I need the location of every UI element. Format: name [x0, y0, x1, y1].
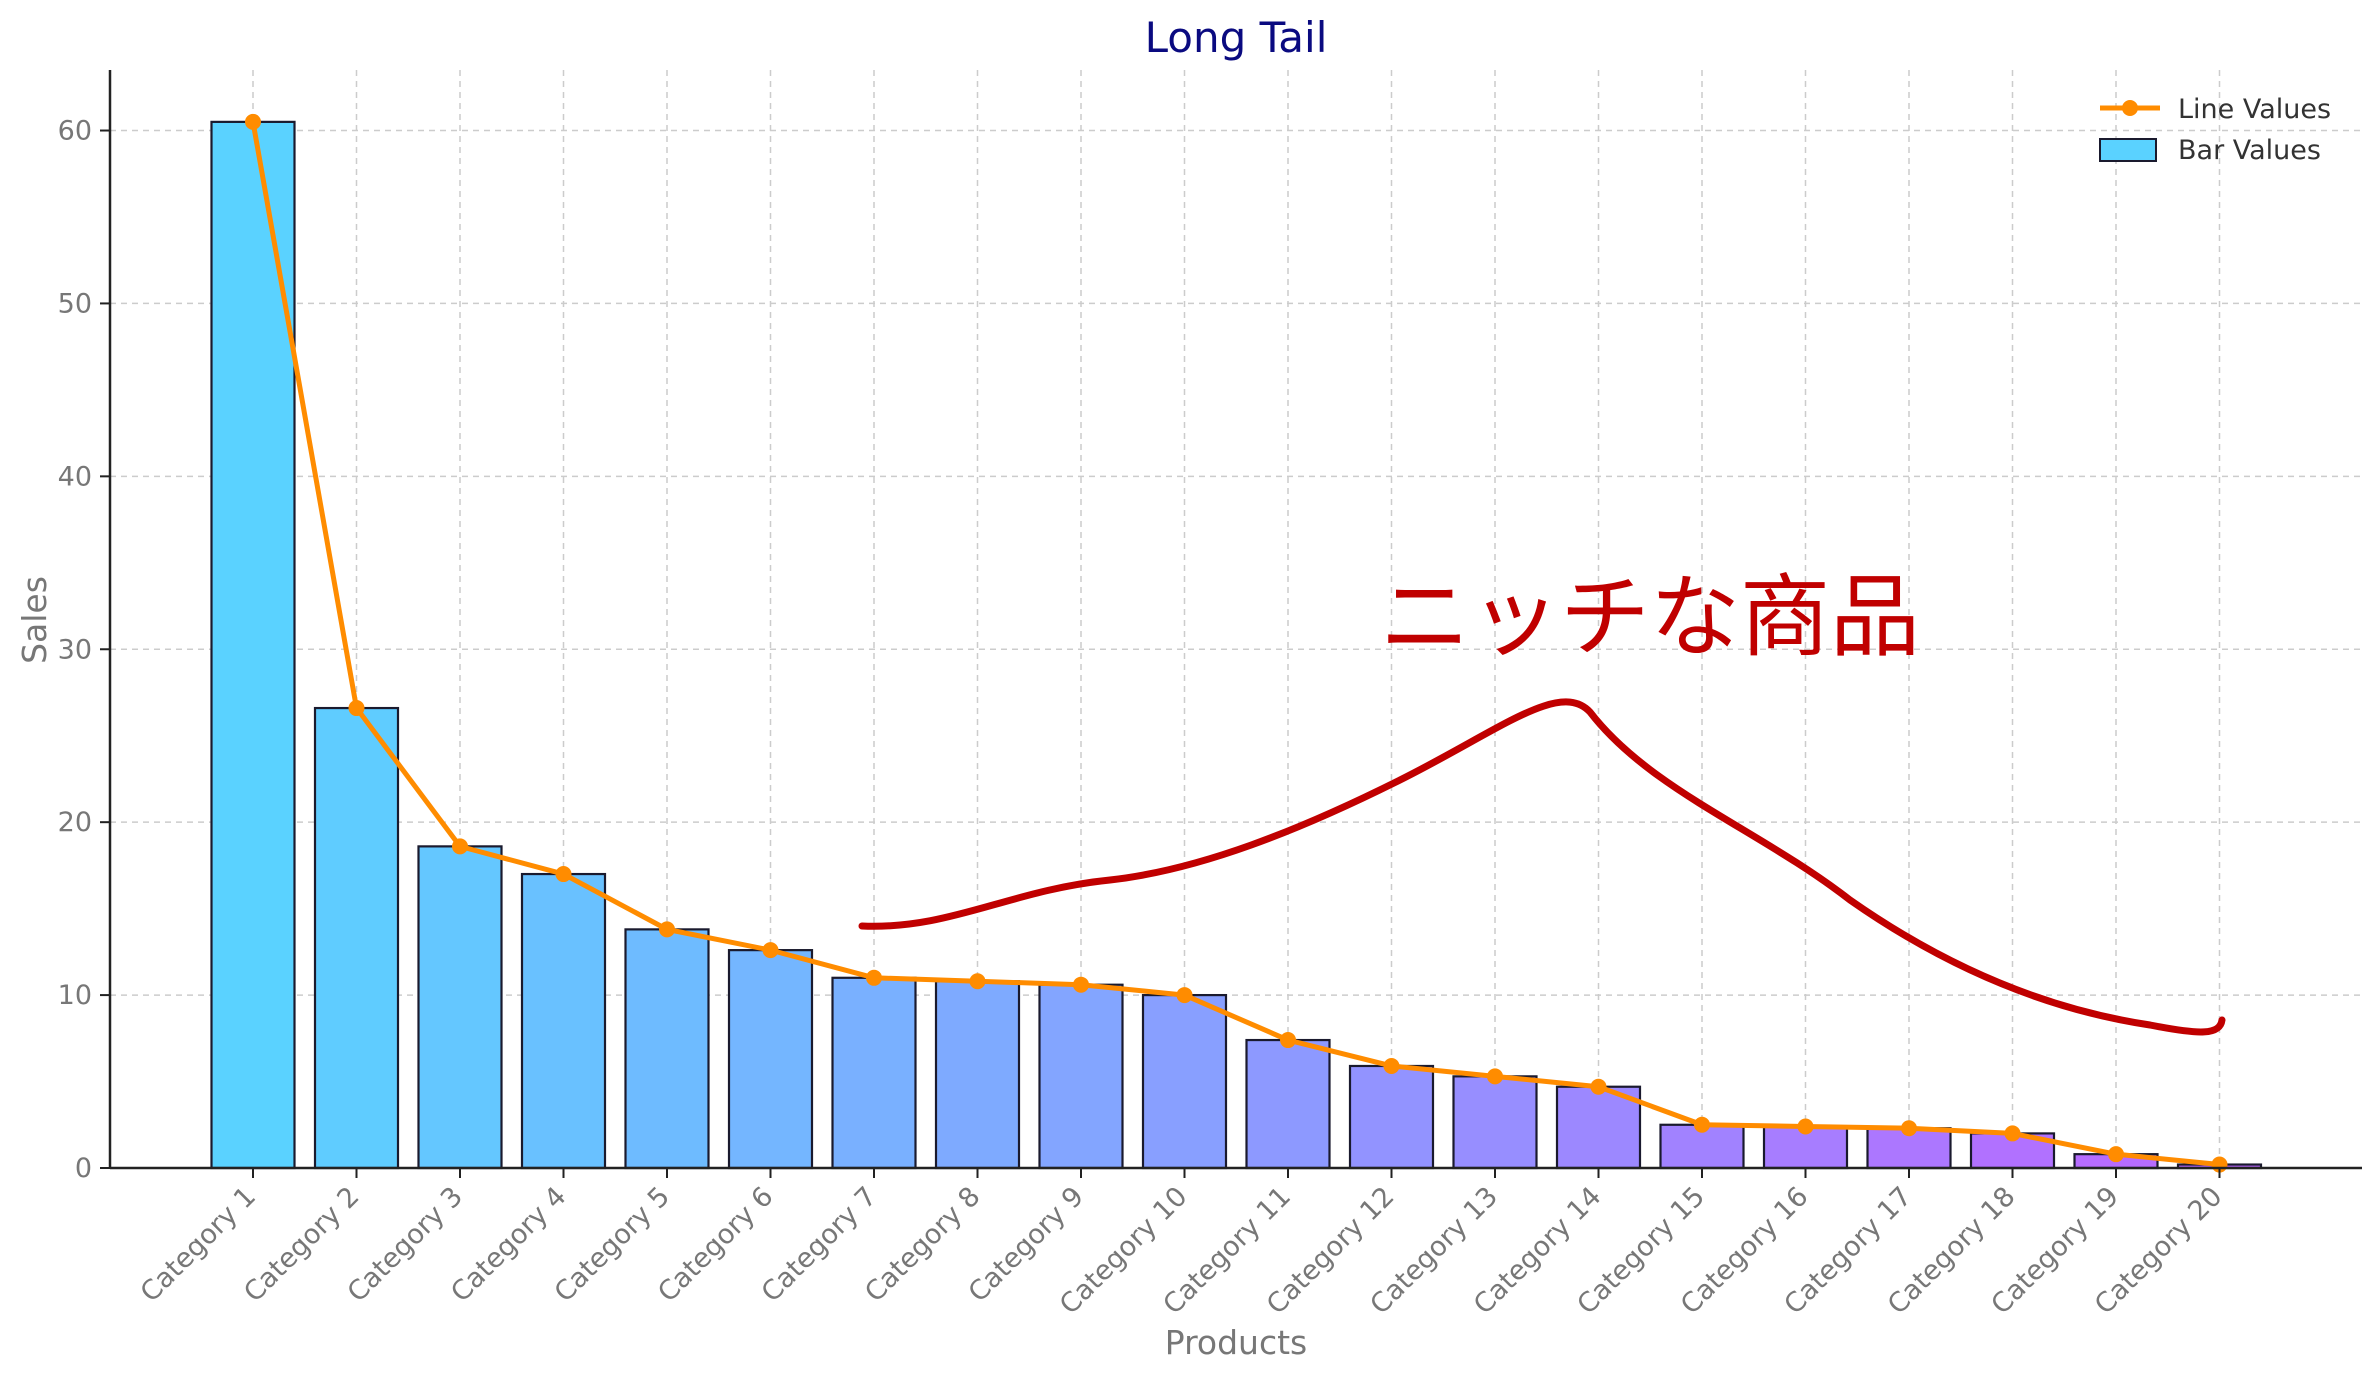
legend-label-line: Line Values: [2178, 94, 2331, 125]
annotation-curve: [858, 698, 2226, 1036]
legend-bar-swatch: [2099, 138, 2157, 162]
bar-10: [1141, 993, 1228, 1170]
y-tick-label: 10: [58, 980, 92, 1011]
line-point-1: [245, 113, 261, 130]
bar-5: [624, 928, 710, 1170]
line-point-9: [1073, 976, 1089, 993]
line-point-11: [1280, 1032, 1296, 1049]
legend-line-marker: [2122, 100, 2138, 116]
bar-7: [831, 976, 917, 1170]
y-tick-label: 30: [58, 634, 92, 665]
bars: [210, 120, 2263, 1170]
line-point-18: [2004, 1125, 2021, 1142]
legend: Line Values Bar Values: [2099, 94, 2331, 166]
legend-label-bar: Bar Values: [2178, 135, 2321, 166]
line-point-3: [452, 838, 468, 855]
line-series: [245, 113, 2228, 1173]
line-series-path: [250, 121, 2220, 1168]
line-point-8: [969, 973, 986, 990]
line-point-14: [1590, 1078, 1607, 1095]
y-tick-label: 40: [58, 461, 92, 492]
line-point-13: [1487, 1068, 1503, 1085]
line-point-4: [555, 866, 572, 883]
bar-2: [313, 706, 400, 1170]
bar-6: [727, 949, 814, 1170]
line-point-15: [1694, 1116, 1710, 1133]
line-point-17: [1901, 1120, 1917, 1137]
y-tick-label: 20: [58, 807, 92, 838]
chart-title: Long Tail: [1145, 13, 1328, 62]
annotation-text: ニッチな商品: [1380, 565, 1920, 670]
bar-11: [1245, 1038, 1331, 1170]
bar-3: [417, 845, 503, 1170]
y-tick-label: 50: [58, 288, 92, 319]
x-axis-label: Products: [1165, 1323, 1308, 1362]
axes: [108, 70, 2362, 1170]
line-point-6: [762, 942, 779, 959]
line-point-5: [659, 921, 675, 938]
line-point-2: [348, 700, 365, 717]
y-tick-label: 60: [58, 116, 92, 147]
line-point-16: [1797, 1118, 1814, 1135]
y-ticks: 0 10 20 30 40 50 60: [58, 116, 110, 1184]
bar-13: [1452, 1075, 1538, 1170]
bar-12: [1348, 1064, 1435, 1170]
bar-9: [1038, 983, 1124, 1170]
bar-4: [520, 872, 607, 1170]
bar-14: [1555, 1085, 1642, 1170]
bar-8: [934, 980, 1021, 1170]
y-axis-label: Sales: [15, 576, 54, 664]
line-point-7: [866, 969, 882, 986]
line-point-19: [2108, 1146, 2124, 1163]
y-tick-label: 0: [75, 1153, 92, 1184]
bar-1: [210, 120, 296, 1170]
line-point-10: [1176, 987, 1193, 1004]
line-point-12: [1383, 1057, 1400, 1074]
handwritten-annotation: ニッチな商品: [858, 565, 2226, 1036]
